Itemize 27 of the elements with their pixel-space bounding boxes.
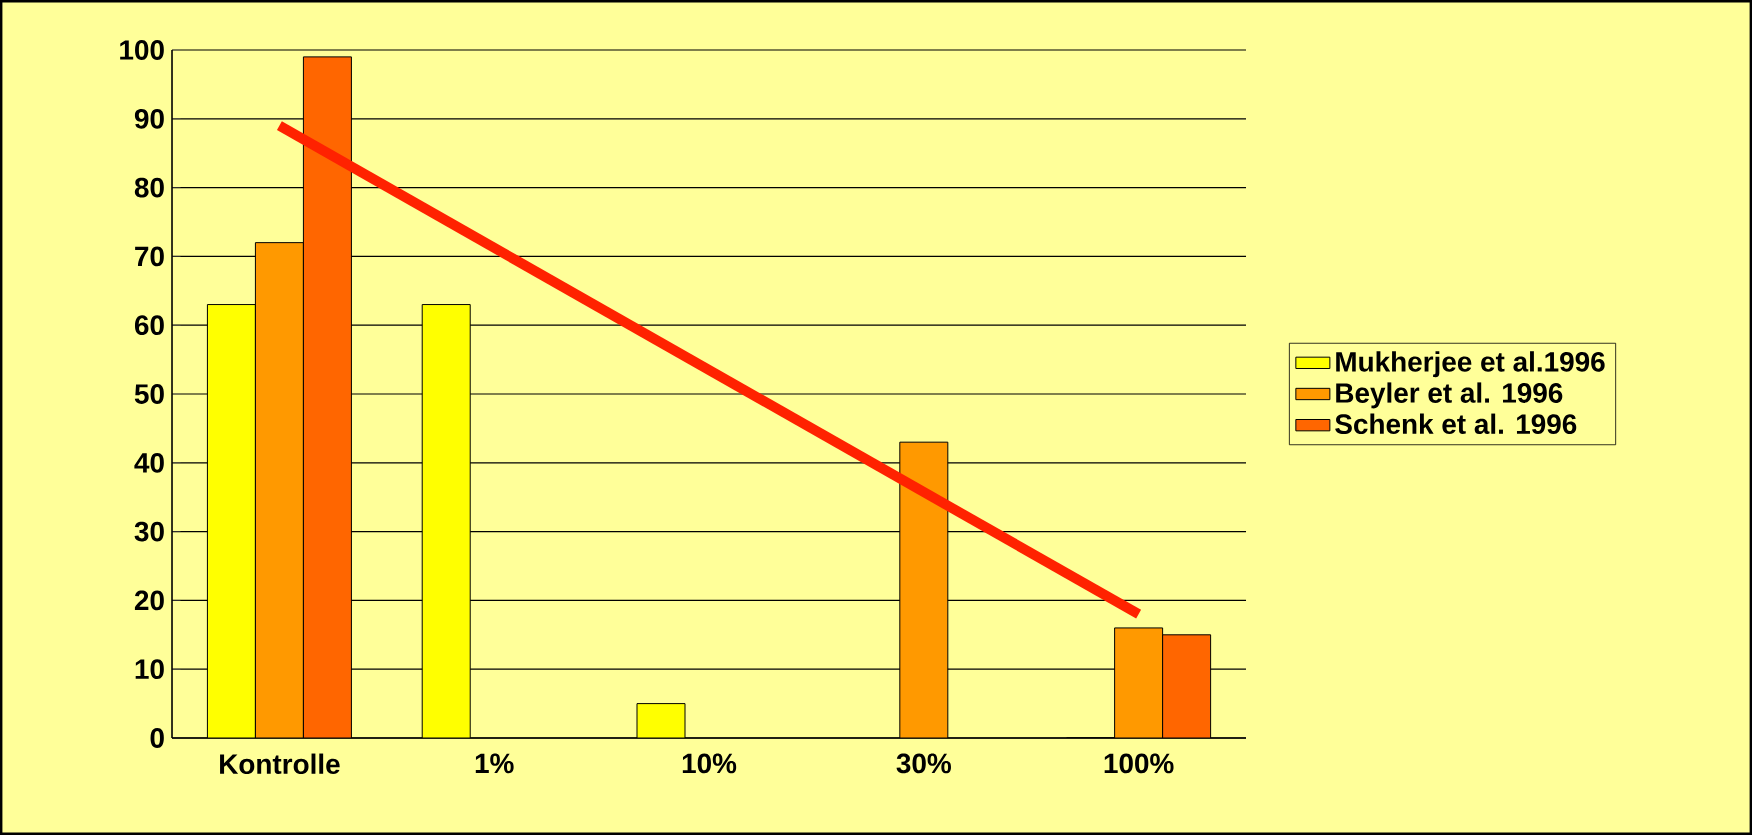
- bar: [421, 304, 471, 738]
- y-tick-label: 20: [134, 590, 164, 611]
- legend-label: Schenk et al. 1996: [1335, 413, 1577, 435]
- y-tick-label: 10: [135, 659, 164, 680]
- x-tick-label: 100%: [1104, 753, 1174, 774]
- bar: [206, 304, 256, 738]
- y-tick-label: 80: [134, 177, 164, 198]
- y-tick-label: 70: [135, 246, 164, 267]
- y-tick-label: 0: [150, 728, 164, 748]
- y-tick-label: 30: [134, 521, 164, 542]
- y-tick-label: 50: [134, 384, 164, 404]
- bar: [302, 56, 352, 738]
- y-tick-label: 90: [134, 108, 164, 129]
- x-tick-label: 10%: [682, 753, 737, 774]
- bar: [1114, 627, 1164, 738]
- x-tick-label: 1%: [475, 753, 514, 774]
- bar: [254, 242, 304, 738]
- bar: [1162, 634, 1212, 738]
- bar: [636, 703, 686, 738]
- y-tick-label: 60: [134, 315, 164, 336]
- legend-label: Mukherjee et al.1996: [1336, 351, 1605, 378]
- bar: [899, 441, 949, 738]
- x-tick-label: 30%: [896, 753, 951, 774]
- legend-label: Beyler et al. 1996: [1336, 382, 1563, 409]
- x-tick-label: Kontrolle: [220, 753, 340, 775]
- y-tick-label: 40: [134, 452, 164, 473]
- y-tick-label: 100: [120, 40, 164, 60]
